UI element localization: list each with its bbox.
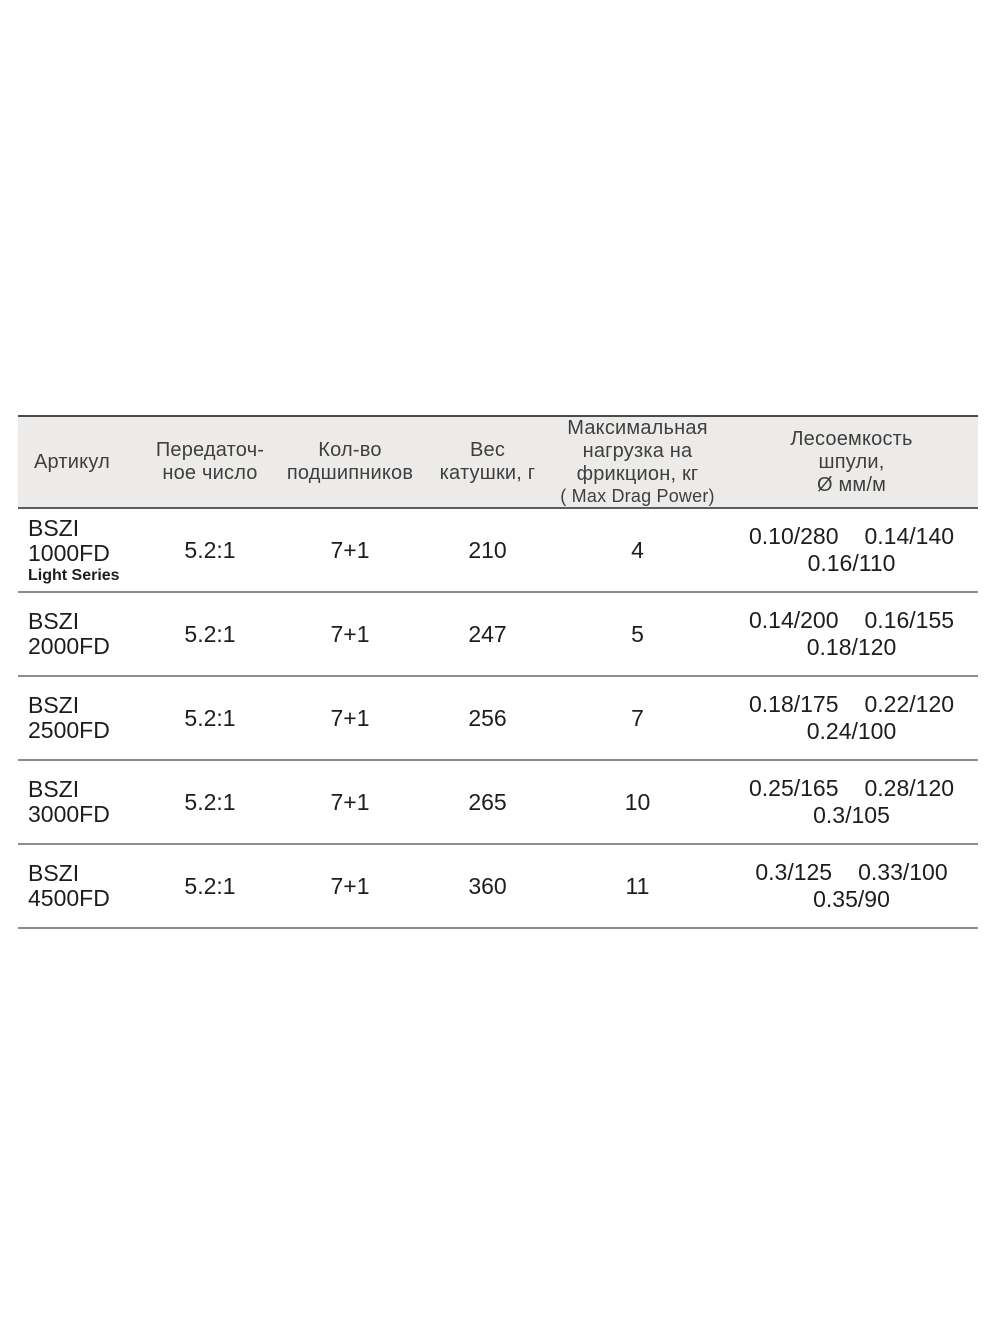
line-capacity-value-2: 0.33/100 — [858, 859, 948, 885]
line-capacity-value-3: 0.24/100 — [806, 718, 897, 744]
article-series-note: Light Series — [28, 566, 120, 584]
line-capacity-value-3: 0.35/90 — [813, 886, 890, 912]
article-line-2: 4500FD — [28, 885, 110, 911]
cell-weight: 265 — [468, 788, 507, 815]
line-capacity-value-2: 0.16/155 — [864, 607, 955, 633]
line-capacity-row-1: 0.14/200 0.16/155 — [725, 607, 978, 634]
cell-max-drag: 10 — [624, 788, 651, 815]
cell-line-capacity: 0.3/125 0.33/100 0.35/90 — [725, 859, 978, 913]
cell-max-drag: 5 — [631, 620, 644, 647]
line-capacity-value-1: 0.10/280 — [748, 523, 839, 549]
table-body: BSZI 1000FD Light Series 5.2:1 7+1 210 4… — [18, 509, 978, 929]
table-row: BSZI 4500FD 5.2:1 7+1 360 11 0.3/125 0.3… — [18, 845, 978, 929]
line-capacity-value-1: 0.25/165 — [748, 775, 839, 801]
header-weight: Вес катушки, г — [439, 439, 536, 484]
cell-weight: 210 — [468, 536, 507, 563]
cell-gear-ratio: 5.2:1 — [184, 704, 236, 731]
header-max-drag-sublabel: ( Max Drag Power) — [560, 486, 715, 506]
article-line-2: 2000FD — [28, 633, 110, 659]
line-capacity-value-3: 0.3/105 — [813, 802, 890, 828]
cell-gear-ratio: 5.2:1 — [184, 872, 236, 899]
header-bearings: Кол-во подшипников — [286, 439, 414, 484]
line-capacity-value-2: 0.22/120 — [864, 691, 955, 717]
article-line-1: BSZI — [28, 776, 80, 802]
cell-max-drag: 11 — [625, 872, 650, 899]
cell-article: BSZI 1000FD Light Series — [18, 514, 145, 585]
article-line-1: BSZI — [28, 608, 80, 634]
cell-max-drag: 7 — [631, 704, 644, 731]
cell-bearings: 7+1 — [330, 704, 370, 731]
article-line-2: 2500FD — [28, 717, 110, 743]
cell-line-capacity: 0.10/280 0.14/140 0.16/110 — [725, 523, 978, 577]
cell-gear-ratio: 5.2:1 — [184, 620, 236, 647]
cell-bearings: 7+1 — [330, 872, 370, 899]
line-capacity-row-1: 0.18/175 0.22/120 — [725, 691, 978, 718]
cell-article: BSZI 3000FD — [18, 777, 145, 827]
table-row: BSZI 2000FD 5.2:1 7+1 247 5 0.14/200 0.1… — [18, 593, 978, 677]
line-capacity-value-1: 0.14/200 — [748, 607, 839, 633]
line-capacity-value-2: 0.28/120 — [864, 775, 955, 801]
line-capacity-row-1: 0.10/280 0.14/140 — [725, 523, 978, 550]
line-capacity-value-3: 0.16/110 — [807, 550, 896, 576]
article-line-2: 3000FD — [28, 801, 110, 827]
cell-weight: 247 — [468, 620, 507, 647]
cell-article: BSZI 4500FD — [18, 861, 145, 911]
line-capacity-value-2: 0.14/140 — [864, 523, 955, 549]
header-max-drag-label: Максимальная нагрузка на фрикцион, кг — [567, 417, 708, 485]
header-line-capacity: Лесоемкость шпули, Ø мм/м — [790, 427, 913, 496]
line-capacity-value-1: 0.18/175 — [748, 691, 839, 717]
cell-gear-ratio: 5.2:1 — [184, 536, 236, 563]
table-header-row: Артикул Передаточ- ное число Кол-во подш… — [18, 415, 978, 509]
article-line-1: BSZI — [28, 692, 80, 718]
cell-gear-ratio: 5.2:1 — [184, 788, 236, 815]
cell-article: BSZI 2000FD — [18, 609, 145, 659]
cell-bearings: 7+1 — [330, 536, 370, 563]
line-capacity-row-1: 0.3/125 0.33/100 — [725, 859, 978, 886]
article-line-1: BSZI — [28, 860, 80, 886]
header-gear-ratio: Передаточ- ное число — [155, 439, 265, 484]
article-line-1: BSZI — [28, 514, 80, 541]
line-capacity-value-1: 0.3/125 — [755, 859, 833, 885]
reel-spec-table: Артикул Передаточ- ное число Кол-во подш… — [18, 415, 978, 929]
cell-weight: 256 — [468, 704, 507, 731]
cell-weight: 360 — [468, 872, 507, 899]
table-row: BSZI 2500FD 5.2:1 7+1 256 7 0.18/175 0.2… — [18, 677, 978, 761]
header-article: Артикул — [34, 450, 110, 473]
cell-bearings: 7+1 — [330, 788, 370, 815]
cell-article: BSZI 2500FD — [18, 693, 145, 743]
cell-bearings: 7+1 — [330, 620, 370, 647]
cell-line-capacity: 0.18/175 0.22/120 0.24/100 — [725, 691, 978, 745]
cell-line-capacity: 0.25/165 0.28/120 0.3/105 — [725, 775, 978, 829]
header-max-drag: Максимальная нагрузка на фрикцион, кг( M… — [550, 417, 725, 507]
cell-max-drag: 4 — [631, 536, 644, 563]
cell-line-capacity: 0.14/200 0.16/155 0.18/120 — [725, 607, 978, 661]
article-line-2: 1000FD — [28, 539, 110, 566]
table-row: BSZI 1000FD Light Series 5.2:1 7+1 210 4… — [18, 509, 978, 593]
line-capacity-value-3: 0.18/120 — [806, 634, 897, 660]
table-row: BSZI 3000FD 5.2:1 7+1 265 10 0.25/165 0.… — [18, 761, 978, 845]
line-capacity-row-1: 0.25/165 0.28/120 — [725, 775, 978, 802]
